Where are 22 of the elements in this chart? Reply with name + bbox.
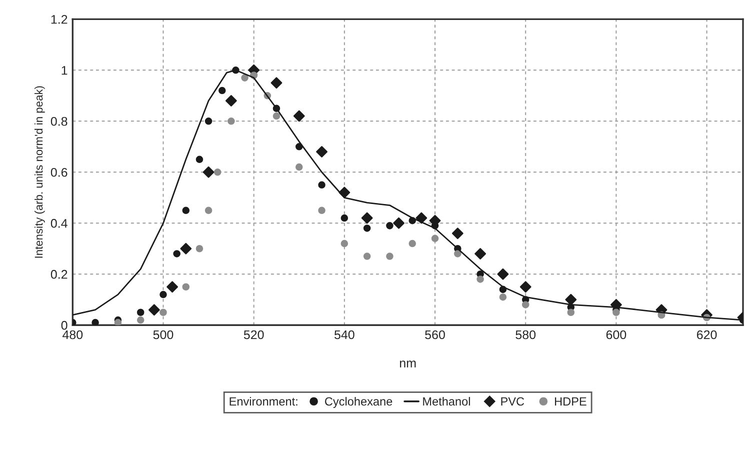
x-tick-label: 480 xyxy=(62,330,83,340)
x-tick-label: 620 xyxy=(696,330,717,340)
x-axis-title: nm xyxy=(400,360,416,368)
y-tick-label: 0 xyxy=(61,320,68,330)
y-tick-label: 1.2 xyxy=(51,14,68,24)
y-tick-label: 0.4 xyxy=(50,218,68,228)
y-tick-label: 0.8 xyxy=(50,116,68,126)
legend-title: Environment: xyxy=(230,396,298,406)
x-tick-label: 580 xyxy=(516,330,536,340)
legend-label: Methanol xyxy=(423,396,470,406)
x-tick-label: 560 xyxy=(425,330,445,340)
legend-label: PVC xyxy=(501,397,524,406)
y-tick-label: 0.6 xyxy=(50,168,68,177)
x-tick-label: 500 xyxy=(153,330,174,340)
legend-label: HDPE xyxy=(555,397,586,406)
y-axis-title: Intensity (arb. units norm'd in peak) xyxy=(34,86,45,258)
x-tick-label: 600 xyxy=(606,330,626,340)
x-tick-label: 540 xyxy=(334,330,354,340)
legend-label: Cyclohexane xyxy=(325,396,392,408)
y-tick-label: 1 xyxy=(62,66,68,75)
x-tick-label: 520 xyxy=(244,330,264,340)
y-tick-label: 0.2 xyxy=(50,270,68,279)
